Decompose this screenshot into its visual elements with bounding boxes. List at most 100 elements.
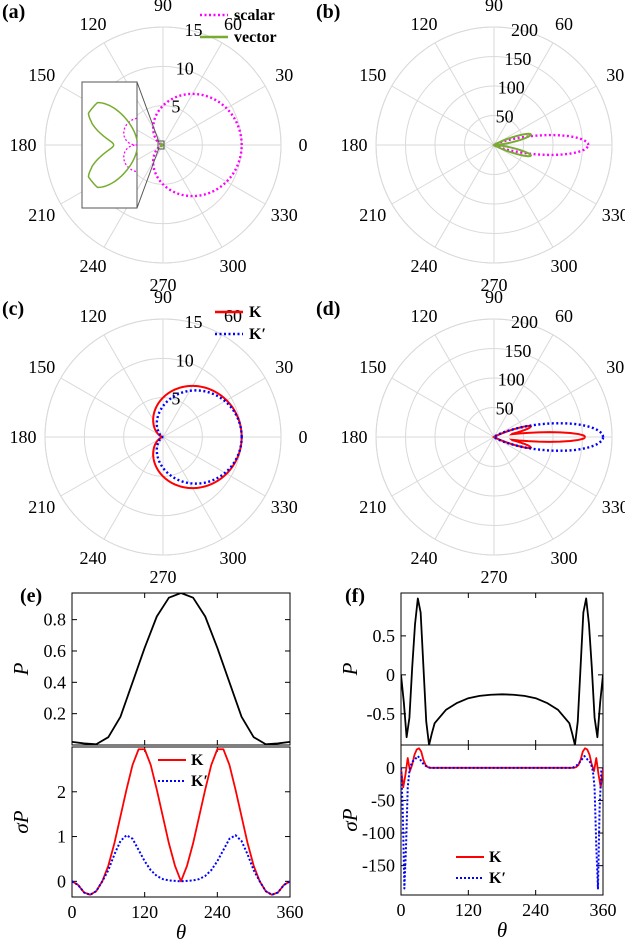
axes-frame-f-top	[400, 592, 604, 746]
inset-series-vector	[87, 101, 138, 189]
series-line-b-vector	[492, 132, 533, 158]
radial-tick-label-b: 50	[496, 106, 514, 126]
polar-spoke-b	[391, 144, 495, 205]
polar-spoke-d	[493, 436, 597, 497]
legend-label-f: K	[489, 849, 502, 866]
angle-tick-label-b: 210	[359, 205, 386, 225]
polar-spoke-b	[434, 144, 495, 248]
series-line-e-top-P	[72, 593, 290, 745]
radial-tick-label-b: 200	[511, 20, 538, 40]
angle-tick-label-a: 30	[275, 65, 293, 85]
inset-source-box	[157, 140, 165, 150]
y-axis-label-top: P	[9, 662, 33, 676]
inset-box	[81, 81, 138, 209]
angle-tick-label-b: 120	[411, 14, 438, 34]
panel-label-a: (a)	[2, 1, 25, 23]
radial-tick-label-a: 10	[176, 58, 194, 78]
angle-tick-label-b: 330	[602, 205, 625, 225]
legend-label-c: K	[249, 304, 262, 321]
y-tick-label-top: 0.4	[44, 672, 67, 692]
legend-label-e: K	[191, 752, 204, 769]
y-tick-label-top: 0	[386, 665, 395, 685]
legend-label-f: K′	[489, 870, 506, 887]
y-tick-label-bottom: 2	[57, 782, 66, 802]
angle-tick-label-c: 30	[275, 357, 293, 377]
y-tick-label-bottom: 1	[57, 827, 66, 847]
angle-tick-label-d: 270	[481, 567, 508, 587]
x-tick-label-f: 120	[455, 900, 482, 920]
radial-tick-label-d: 200	[511, 312, 538, 332]
plots-layer: 030609012015018021024027030033051015scal…	[9, 0, 625, 944]
legend-a: scalar vector	[200, 7, 277, 46]
polar-spoke-b	[391, 85, 495, 146]
polar-spoke-a	[162, 85, 266, 146]
radial-tick-label-d: 100	[498, 370, 525, 390]
inset-series-scalar	[123, 117, 138, 173]
series-line-a-scalar	[151, 92, 243, 198]
legend-label-e: K′	[191, 773, 208, 790]
angle-tick-label-b: 300	[551, 256, 578, 276]
panel-label-e: (e)	[20, 585, 42, 607]
polar-spoke-b	[493, 85, 597, 146]
angle-tick-label-c: 60	[224, 306, 242, 326]
line-chart-e: 0.2 0.4 0.6 0.8 P 0 1 2 σP 0 120 240 360 θ K K′	[9, 592, 304, 944]
angle-tick-label-a: 60	[224, 14, 242, 34]
y-axis-label-bottom: σP	[338, 808, 362, 831]
radial-tick-label-a: 15	[185, 20, 203, 40]
angle-tick-label-a: 330	[271, 205, 298, 225]
y-tick-label-bottom: -150	[362, 856, 395, 876]
y-tick-label-top: 0.2	[44, 704, 67, 724]
polar-spoke-d	[391, 436, 495, 497]
series-line-d-K′	[491, 422, 605, 452]
x-axis-label-e: θ	[176, 920, 186, 944]
x-tick-label-f: 360	[590, 900, 617, 920]
legend-c: K K′	[215, 304, 266, 343]
angle-tick-label-a: 180	[10, 135, 37, 155]
polar-spoke-b	[493, 42, 554, 146]
series-line-f-bottom-K′	[401, 755, 603, 890]
series-line-d-K	[492, 425, 587, 449]
angle-tick-label-b: 240	[411, 256, 438, 276]
polar-spoke-d	[434, 334, 495, 438]
inset-connector-bottom	[136, 147, 160, 209]
radial-tick-label-d: 50	[496, 398, 514, 418]
x-tick-label-f: 240	[522, 900, 549, 920]
y-tick-label-bottom: -100	[362, 823, 395, 843]
y-tick-label-top: 0.8	[44, 610, 67, 630]
polar-chart-b: 0306090120150180210240270300330501001502…	[341, 0, 625, 295]
radial-tick-label-c: 5	[171, 389, 180, 409]
angle-tick-label-c: 0	[299, 427, 308, 447]
radial-tick-label-d: 150	[504, 341, 531, 361]
angle-tick-label-d: 210	[359, 497, 386, 517]
angle-tick-label-d: 150	[359, 357, 386, 377]
y-tick-label-bottom: 0	[57, 871, 66, 891]
angle-tick-label-d: 60	[555, 306, 573, 326]
series-line-b-scalar	[491, 133, 590, 157]
angle-tick-label-c: 150	[28, 357, 55, 377]
legend-label-a: vector	[234, 29, 277, 46]
panel-label-b: (b)	[316, 1, 340, 23]
panel-label-d: (d)	[316, 298, 340, 320]
y-axis-label-top: P	[338, 662, 362, 676]
angle-tick-label-a: 0	[299, 135, 308, 155]
polar-chart-c: 0 30 60 90 120 150 180 210 240 270 300 330 5 10 15	[10, 287, 308, 587]
angle-tick-label-a: 300	[220, 256, 247, 276]
radial-tick-label-b: 100	[498, 78, 525, 98]
panel-label-c: (c)	[2, 298, 24, 320]
y-tick-label-bottom: 0	[386, 758, 395, 778]
polar-spoke-b	[493, 144, 597, 205]
x-tick-label-e: 360	[277, 902, 304, 922]
polar-spoke-d	[434, 436, 495, 540]
series-line-f-top-P	[401, 597, 603, 745]
polar-spoke-d	[391, 377, 495, 438]
polar-spoke-a	[162, 42, 223, 146]
angle-tick-label-b: 30	[606, 65, 624, 85]
polar-spoke-d	[493, 377, 597, 438]
radial-tick-label-c: 15	[185, 312, 203, 332]
series-line-e-bottom-K	[72, 748, 290, 896]
y-tick-label-top: 0.6	[44, 641, 67, 661]
radial-tick-label-a: 5	[171, 97, 180, 117]
angle-tick-label-b: 270	[481, 275, 508, 295]
polar-spoke-c	[162, 436, 266, 497]
